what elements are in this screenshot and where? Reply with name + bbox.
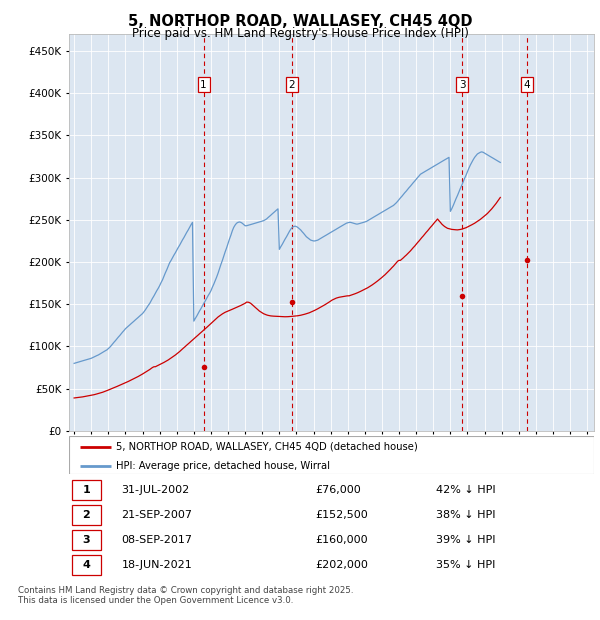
Text: 4: 4 xyxy=(82,560,90,570)
Text: £76,000: £76,000 xyxy=(316,485,361,495)
Text: 2: 2 xyxy=(289,80,295,90)
FancyBboxPatch shape xyxy=(71,530,101,550)
Text: HPI: Average price, detached house, Wirral: HPI: Average price, detached house, Wirr… xyxy=(116,461,330,471)
Text: 38% ↓ HPI: 38% ↓ HPI xyxy=(437,510,496,520)
Text: 31-JUL-2002: 31-JUL-2002 xyxy=(121,485,190,495)
Text: £160,000: £160,000 xyxy=(316,535,368,545)
Text: 1: 1 xyxy=(200,80,207,90)
Text: 3: 3 xyxy=(82,535,90,545)
Text: 39% ↓ HPI: 39% ↓ HPI xyxy=(437,535,496,545)
Text: 21-SEP-2007: 21-SEP-2007 xyxy=(121,510,193,520)
Text: 1: 1 xyxy=(82,485,90,495)
Text: 42% ↓ HPI: 42% ↓ HPI xyxy=(437,485,496,495)
Text: 18-JUN-2021: 18-JUN-2021 xyxy=(121,560,192,570)
Text: 5, NORTHOP ROAD, WALLASEY, CH45 4QD: 5, NORTHOP ROAD, WALLASEY, CH45 4QD xyxy=(128,14,472,29)
Text: 08-SEP-2017: 08-SEP-2017 xyxy=(121,535,193,545)
FancyBboxPatch shape xyxy=(71,505,101,525)
Text: 4: 4 xyxy=(523,80,530,90)
Text: Contains HM Land Registry data © Crown copyright and database right 2025.
This d: Contains HM Land Registry data © Crown c… xyxy=(18,586,353,605)
Text: 2: 2 xyxy=(82,510,90,520)
Text: £202,000: £202,000 xyxy=(316,560,368,570)
Text: 3: 3 xyxy=(459,80,466,90)
Text: £152,500: £152,500 xyxy=(316,510,368,520)
Text: 35% ↓ HPI: 35% ↓ HPI xyxy=(437,560,496,570)
FancyBboxPatch shape xyxy=(71,555,101,575)
Text: Price paid vs. HM Land Registry's House Price Index (HPI): Price paid vs. HM Land Registry's House … xyxy=(131,27,469,40)
FancyBboxPatch shape xyxy=(71,480,101,500)
Text: 5, NORTHOP ROAD, WALLASEY, CH45 4QD (detached house): 5, NORTHOP ROAD, WALLASEY, CH45 4QD (det… xyxy=(116,441,418,451)
